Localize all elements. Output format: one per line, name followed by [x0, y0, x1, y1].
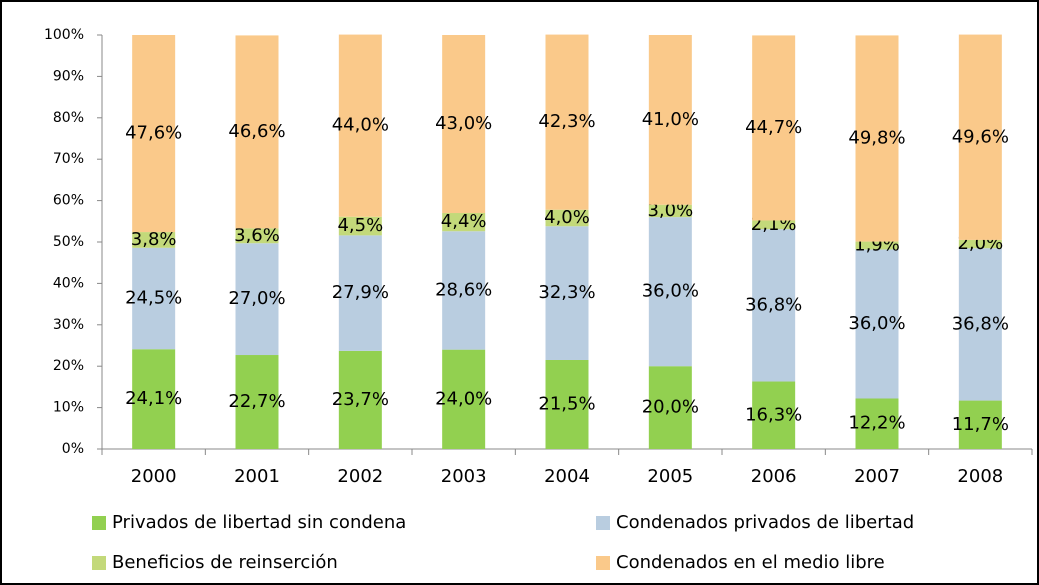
bar-segment — [442, 35, 486, 214]
data-label: 36,0% — [642, 281, 699, 302]
bar-segment — [545, 209, 589, 227]
data-label: 36,8% — [952, 313, 1009, 334]
data-label: 28,6% — [435, 279, 492, 300]
data-label: 20,0% — [642, 397, 699, 418]
data-label: 43,0% — [435, 113, 492, 134]
data-label: 24,1% — [125, 388, 182, 409]
bar-segment — [958, 239, 1002, 249]
data-label: 21,5% — [538, 393, 595, 414]
y-tick-label: 80% — [53, 110, 84, 126]
y-tick-label: 60% — [53, 193, 84, 209]
y-tick-label: 100% — [44, 27, 84, 43]
legend-swatch — [92, 516, 106, 530]
bar-segment — [648, 35, 692, 205]
data-label: 3,6% — [234, 225, 280, 246]
y-tick-label: 70% — [53, 151, 84, 167]
legend-swatch — [596, 556, 610, 570]
bar-segment — [338, 350, 382, 449]
data-label: 24,5% — [125, 288, 182, 309]
data-label: 3,8% — [131, 229, 177, 250]
bar-segment — [648, 204, 692, 218]
legend-label: Condenados privados de libertad — [616, 512, 914, 533]
bar-segment — [338, 235, 382, 351]
bar-segment — [855, 249, 899, 399]
bar-segment — [132, 232, 176, 248]
data-label: 49,8% — [848, 128, 905, 149]
y-tick-label: 50% — [53, 234, 84, 250]
bar-segment — [235, 35, 279, 229]
bar-segment — [855, 35, 899, 242]
x-tick-label: 2002 — [337, 466, 383, 487]
bar-segment — [752, 35, 796, 221]
y-tick-label: 40% — [53, 275, 84, 291]
x-tick-label: 2004 — [544, 466, 590, 487]
bar-segment — [752, 229, 796, 382]
bar-segment — [648, 217, 692, 367]
x-tick-label: 2000 — [131, 466, 177, 487]
data-label: 41,0% — [642, 109, 699, 130]
y-tick-label: 30% — [53, 317, 84, 333]
data-label: 4,4% — [441, 211, 487, 232]
bar-segment — [648, 366, 692, 449]
data-label: 47,6% — [125, 123, 182, 144]
data-label: 49,6% — [952, 126, 1009, 147]
legend-label: Privados de libertad sin condena — [112, 512, 406, 533]
data-label: 36,0% — [848, 313, 905, 334]
y-tick-label: 90% — [53, 68, 84, 84]
x-tick-label: 2001 — [234, 466, 280, 487]
bar-segment — [958, 400, 1002, 449]
bar-segment — [442, 231, 486, 350]
bar-segment — [338, 216, 382, 236]
y-tick-label: 20% — [53, 358, 84, 374]
bar-segment — [545, 34, 589, 210]
legend-label: Beneficios de reinserción — [112, 552, 338, 573]
bar-segment — [132, 35, 176, 233]
bar-segment — [545, 359, 589, 449]
data-label: 44,7% — [745, 117, 802, 138]
data-label: 24,0% — [435, 388, 492, 409]
bar-segment — [855, 241, 899, 250]
data-label: 4,5% — [337, 215, 383, 236]
data-label: 23,7% — [332, 389, 389, 410]
data-label: 32,3% — [538, 282, 595, 303]
data-label: 46,6% — [228, 121, 285, 142]
legend-swatch — [596, 516, 610, 530]
data-label: 27,0% — [228, 288, 285, 309]
data-label: 22,7% — [228, 391, 285, 412]
data-label: 44,0% — [332, 115, 389, 136]
bar-segment — [235, 228, 279, 244]
data-label: 11,7% — [952, 414, 1009, 435]
x-tick-label: 2003 — [441, 466, 487, 487]
data-label: 16,3% — [745, 404, 802, 425]
bar-segment — [132, 247, 176, 350]
data-label: 42,3% — [538, 111, 595, 132]
data-label: 27,9% — [332, 282, 389, 303]
bar-segment — [132, 349, 176, 449]
x-tick-label: 2008 — [957, 466, 1003, 487]
y-tick-label: 0% — [62, 441, 84, 457]
legend-swatch — [92, 556, 106, 570]
bar-segment — [235, 243, 279, 356]
bar-segment — [442, 213, 486, 232]
bar-segment — [752, 381, 796, 449]
bar-segment — [338, 34, 382, 217]
y-tick-label: 10% — [53, 400, 84, 416]
legend-label: Condenados en el medio libre — [616, 552, 885, 573]
bar-segment — [442, 349, 486, 449]
bar-segment — [752, 220, 796, 230]
bar-segment — [958, 34, 1002, 240]
bar-segment — [855, 398, 899, 449]
data-label: 4,0% — [544, 207, 590, 228]
bar-segment — [958, 248, 1002, 401]
x-tick-label: 2006 — [751, 466, 797, 487]
data-label: 12,2% — [848, 413, 905, 434]
data-label: 3,0% — [647, 200, 693, 221]
bar-segment — [545, 226, 589, 360]
x-tick-label: 2007 — [854, 466, 900, 487]
bar-segment — [235, 355, 279, 449]
x-tick-label: 2005 — [647, 466, 693, 487]
data-label: 36,8% — [745, 294, 802, 315]
